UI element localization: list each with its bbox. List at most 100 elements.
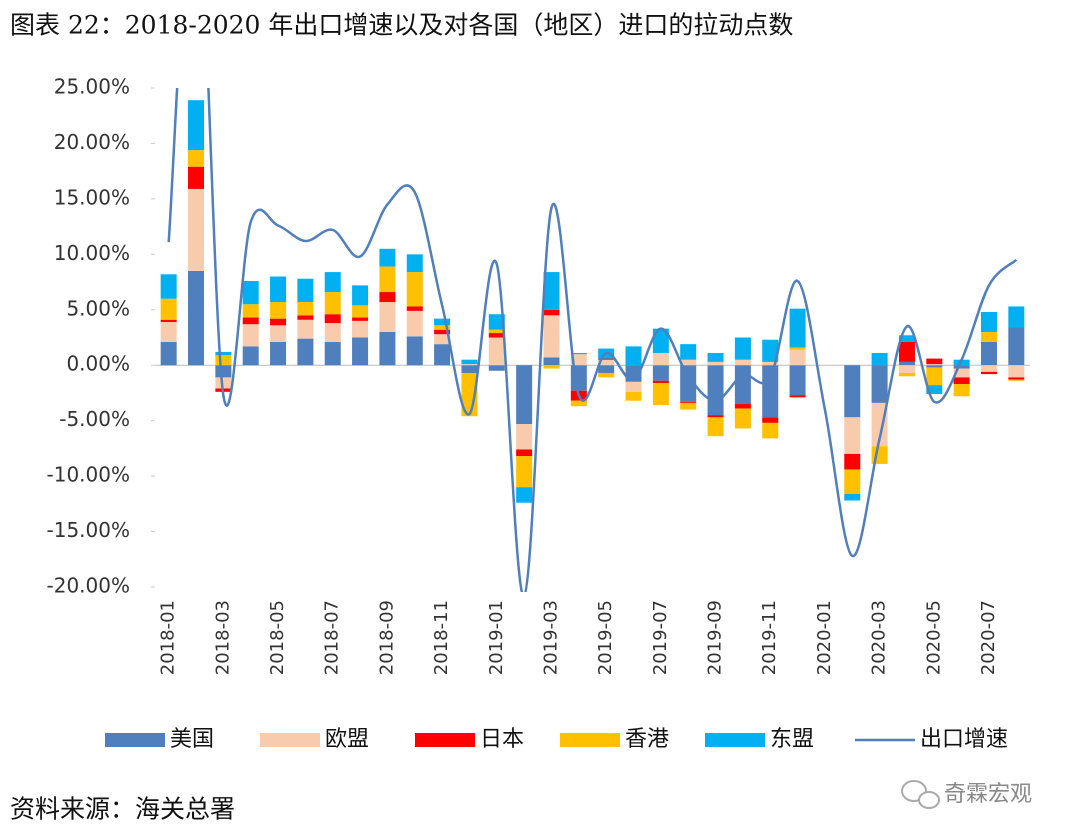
bar [844,469,861,494]
bar [297,319,314,339]
x-tick-label: 2020-01 [814,600,835,675]
x-tick-label: 2020-07 [978,600,999,675]
bar [980,311,997,332]
y-tick-label: 15.00% [54,185,130,209]
bar [461,364,478,366]
chart-title: 图表 22：2018-2020 年出口增速以及对各国（地区）进口的拉动点数 [10,11,793,40]
bar [297,302,314,316]
legend-swatch [705,733,765,747]
x-tick-label: 2019-05 [595,600,616,675]
bar [734,337,751,360]
bar [352,317,369,321]
bar [734,365,751,405]
bar [215,355,232,366]
bar [1008,306,1025,328]
bar [543,272,560,310]
y-tick-label: 5.00% [66,296,130,320]
bar [352,320,369,338]
legend-label: 美国 [170,727,214,752]
bar [789,395,806,398]
bar [324,341,341,366]
bar [762,417,779,423]
bar [652,328,669,354]
bar [215,377,232,389]
bar [406,254,423,273]
bar [734,359,751,366]
bar [516,456,533,488]
source: 资料来源：海关总署 [10,795,235,824]
bar [543,315,560,358]
bar [625,381,642,392]
bar [434,344,451,366]
bar [871,365,888,403]
bar [734,404,751,409]
bar [625,346,642,366]
y-tick-label: -5.00% [59,407,130,431]
bar [898,365,915,373]
bar [707,361,724,366]
legend-label: 东盟 [770,727,814,752]
bar [406,306,423,311]
bar [953,368,970,378]
bar [871,353,888,366]
bar [406,272,423,307]
bar [543,365,560,369]
bar [242,280,259,305]
bar [1008,327,1025,366]
bar [270,302,287,319]
bar [188,166,205,189]
bar [160,298,177,320]
bar [270,276,287,303]
bar [434,329,451,335]
bar [598,372,615,378]
bar [570,353,587,355]
watermark-icon [901,780,940,809]
bar [352,305,369,318]
bar [680,365,697,402]
bar [516,423,533,450]
bar [598,365,615,373]
bar [188,270,205,366]
bar [844,417,861,454]
bar [406,336,423,366]
bar [980,365,997,372]
bar [789,308,806,348]
bar [270,318,287,326]
bar [324,272,341,293]
bar [762,339,779,362]
bar [652,382,669,406]
bar [570,400,587,407]
bar [844,493,861,501]
y-tick-label: 25.00% [54,75,130,99]
x-tick-label: 2018-11 [431,600,452,675]
x-tick-label: 2019-07 [650,600,671,675]
bar [762,422,779,439]
bar [160,341,177,366]
bar [789,365,806,396]
bar [516,449,533,457]
legend-label: 香港 [625,727,669,752]
bar [926,385,943,395]
bar [926,367,943,386]
bar [242,304,259,318]
bar [270,325,287,342]
bar [707,365,724,416]
bar [762,365,779,418]
bar [516,487,533,503]
bar [188,188,205,271]
bar [188,100,205,151]
bar [488,329,505,334]
x-tick-label: 2018-05 [267,600,288,675]
legend-swatch [260,733,320,747]
bar [297,338,314,366]
bar [680,359,697,366]
x-tick-label: 2018-03 [212,600,233,675]
bar [898,341,915,362]
y-tick-label: 0.00% [66,352,130,376]
bar [160,321,177,342]
bar [953,384,970,397]
bar [324,323,341,342]
bar [898,361,915,366]
x-tick-label: 2020-03 [869,600,890,675]
